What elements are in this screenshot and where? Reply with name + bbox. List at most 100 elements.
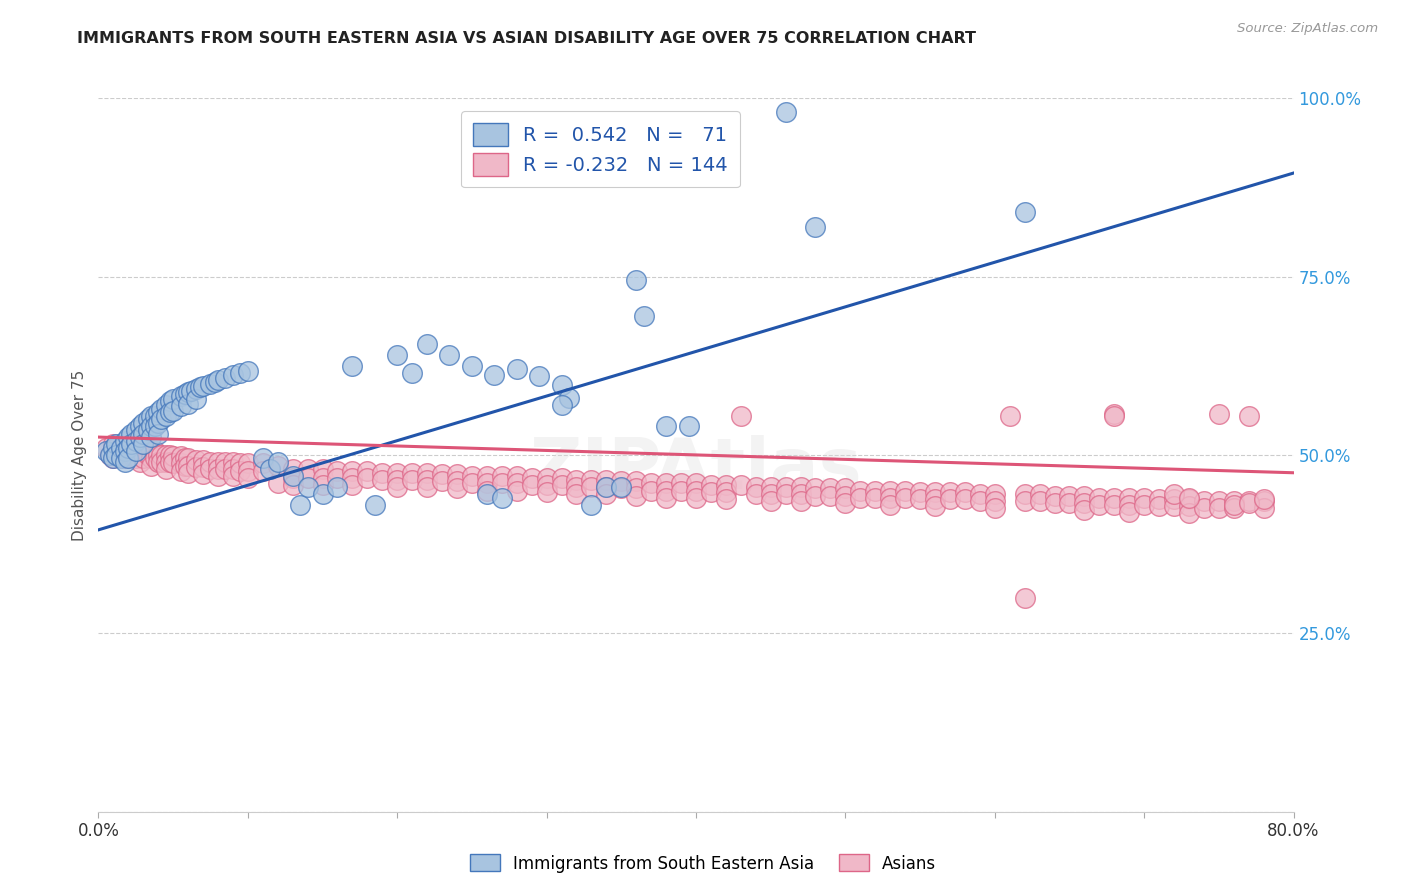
Asians bbox=[94, 441, 117, 455]
Immigrants from South Eastern Asia bbox=[114, 434, 136, 448]
Asians bbox=[1253, 501, 1275, 516]
Asians bbox=[834, 489, 856, 503]
Asians bbox=[1073, 496, 1095, 510]
Asians bbox=[214, 462, 236, 476]
Immigrants from South Eastern Asia bbox=[439, 348, 461, 362]
Asians bbox=[1104, 407, 1126, 421]
Immigrants from South Eastern Asia bbox=[200, 376, 222, 391]
Asians bbox=[371, 473, 394, 487]
Asians bbox=[610, 475, 633, 489]
Asians bbox=[311, 471, 333, 485]
Asians bbox=[416, 466, 439, 480]
Immigrants from South Eastern Asia bbox=[114, 455, 136, 469]
Asians bbox=[536, 471, 558, 485]
Asians bbox=[789, 487, 811, 501]
Asians bbox=[120, 441, 142, 455]
Asians bbox=[1118, 505, 1140, 519]
Asians bbox=[506, 476, 529, 491]
Asians bbox=[148, 455, 170, 469]
Asians bbox=[385, 480, 409, 494]
Asians bbox=[1147, 500, 1170, 514]
Asians bbox=[565, 473, 588, 487]
Asians bbox=[775, 480, 797, 494]
Asians bbox=[342, 464, 364, 478]
Immigrants from South Eastern Asia bbox=[136, 412, 159, 426]
Asians bbox=[1223, 498, 1246, 512]
Asians bbox=[98, 448, 122, 462]
Immigrants from South Eastern Asia bbox=[143, 409, 166, 423]
Asians bbox=[745, 480, 768, 494]
Asians bbox=[550, 471, 572, 485]
Asians bbox=[1133, 491, 1156, 505]
Immigrants from South Eastern Asia bbox=[177, 396, 200, 410]
Asians bbox=[865, 491, 887, 505]
Asians bbox=[879, 491, 901, 505]
Asians bbox=[565, 487, 588, 501]
Immigrants from South Eastern Asia bbox=[177, 385, 200, 400]
Asians bbox=[804, 482, 827, 496]
Asians bbox=[1059, 489, 1081, 503]
Asians bbox=[1253, 494, 1275, 508]
Immigrants from South Eastern Asia bbox=[125, 434, 148, 448]
Immigrants from South Eastern Asia bbox=[633, 309, 655, 323]
Immigrants from South Eastern Asia bbox=[804, 219, 827, 234]
Asians bbox=[1192, 501, 1215, 516]
Immigrants from South Eastern Asia bbox=[267, 455, 290, 469]
Asians bbox=[446, 475, 468, 489]
Asians bbox=[924, 485, 946, 500]
Immigrants from South Eastern Asia bbox=[148, 426, 170, 441]
Asians bbox=[475, 469, 498, 483]
Immigrants from South Eastern Asia bbox=[169, 400, 191, 414]
Asians bbox=[105, 441, 128, 455]
Asians bbox=[745, 487, 768, 501]
Asians bbox=[356, 471, 378, 485]
Asians bbox=[184, 453, 207, 467]
Asians bbox=[252, 457, 274, 471]
Asians bbox=[685, 483, 707, 498]
Immigrants from South Eastern Asia bbox=[191, 378, 214, 392]
Asians bbox=[132, 444, 155, 458]
Immigrants from South Eastern Asia bbox=[139, 419, 162, 434]
Immigrants from South Eastern Asia bbox=[259, 462, 281, 476]
Immigrants from South Eastern Asia bbox=[132, 416, 155, 430]
Asians bbox=[371, 466, 394, 480]
Asians bbox=[1192, 494, 1215, 508]
Asians bbox=[1028, 494, 1050, 508]
Immigrants from South Eastern Asia bbox=[678, 419, 700, 434]
Asians bbox=[759, 480, 782, 494]
Asians bbox=[969, 494, 991, 508]
Immigrants from South Eastern Asia bbox=[148, 405, 170, 419]
Asians bbox=[267, 476, 290, 491]
Asians bbox=[1014, 494, 1036, 508]
Asians bbox=[207, 469, 229, 483]
Asians bbox=[475, 483, 498, 498]
Asians bbox=[520, 471, 543, 485]
Immigrants from South Eastern Asia bbox=[610, 480, 633, 494]
Asians bbox=[356, 464, 378, 478]
Immigrants from South Eastern Asia bbox=[626, 273, 648, 287]
Asians bbox=[969, 487, 991, 501]
Asians bbox=[110, 448, 132, 462]
Asians bbox=[520, 478, 543, 492]
Asians bbox=[236, 471, 259, 485]
Asians bbox=[789, 494, 811, 508]
Asians bbox=[939, 492, 962, 507]
Asians bbox=[640, 476, 662, 491]
Asians bbox=[207, 455, 229, 469]
Asians bbox=[714, 492, 737, 507]
Asians bbox=[297, 462, 319, 476]
Asians bbox=[117, 444, 139, 458]
Asians bbox=[865, 483, 887, 498]
Asians bbox=[894, 491, 917, 505]
Asians bbox=[789, 480, 811, 494]
Asians bbox=[129, 455, 152, 469]
Asians bbox=[177, 458, 200, 473]
Asians bbox=[939, 485, 962, 500]
Asians bbox=[820, 489, 842, 503]
Immigrants from South Eastern Asia bbox=[125, 423, 148, 437]
Asians bbox=[281, 471, 304, 485]
Immigrants from South Eastern Asia bbox=[139, 430, 162, 444]
Asians bbox=[184, 460, 207, 475]
Immigrants from South Eastern Asia bbox=[150, 401, 173, 416]
Asians bbox=[700, 485, 723, 500]
